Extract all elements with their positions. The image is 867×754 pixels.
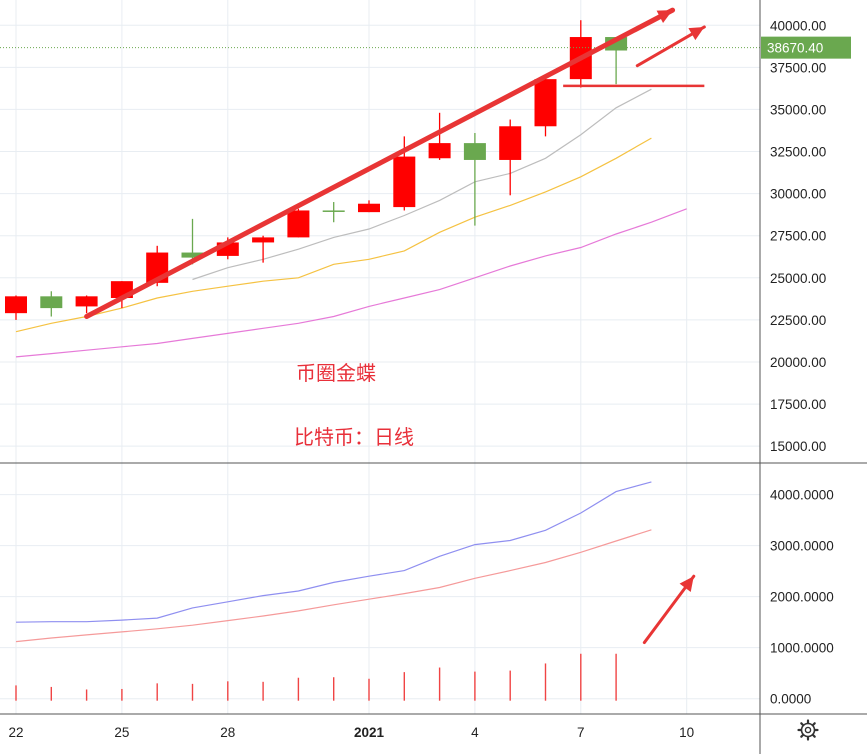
indicator-axis-label: 4000.0000: [770, 488, 834, 503]
candle-body: [40, 296, 63, 309]
moving-average-line: [15, 208, 687, 358]
candle-body: [181, 252, 204, 258]
price-axis-label: 32500.00: [770, 145, 826, 160]
indicator-arrow-head: [679, 576, 694, 592]
grid-lines: [0, 0, 760, 714]
price-axis-label: 30000.00: [770, 187, 826, 202]
breakout-arrow-head: [688, 26, 705, 41]
price-axis-label: 37500.00: [770, 60, 826, 75]
last-price-value: 38670.40: [767, 41, 823, 56]
trend-arrow-head: [656, 10, 673, 23]
indicator-axis-label: 3000.0000: [770, 539, 834, 554]
indicator-axis-label: 2000.0000: [770, 590, 834, 605]
candle-body: [287, 210, 310, 238]
candle-body: [252, 237, 275, 243]
date-axis-label: 10: [679, 725, 694, 740]
indicator-line: [15, 529, 652, 643]
candle-body: [534, 79, 557, 127]
indicator-line: [15, 481, 652, 623]
drawing-markup: [84, 7, 706, 645]
candle-body: [358, 203, 380, 213]
price-panel: 38670.40: [0, 20, 851, 358]
watermark-text: 币圈金蝶: [296, 362, 376, 385]
indicator-axis-label: 0.0000: [770, 692, 811, 707]
last-price-tag: [761, 36, 851, 59]
date-axis-label: 7: [577, 725, 585, 740]
indicator-axis-label: 1000.0000: [770, 641, 834, 656]
price-axis-label: 40000.00: [770, 18, 826, 33]
candle-body: [499, 126, 522, 160]
moving-average-line: [192, 88, 652, 281]
price-axis-label: 15000.00: [770, 439, 826, 454]
candle-body: [463, 143, 486, 160]
price-axis-label: 17500.00: [770, 397, 826, 412]
price-axis-label: 27500.00: [770, 229, 826, 244]
candle-body: [5, 296, 27, 314]
date-axis-label: 25: [114, 725, 129, 740]
candle-body: [428, 143, 451, 159]
price-axis-label: 20000.00: [770, 355, 826, 370]
candle-body: [75, 296, 98, 307]
date-axis-label: 4: [471, 725, 479, 740]
trend-arrow: [84, 7, 676, 320]
price-axis-label: 35000.00: [770, 102, 826, 117]
date-axis-label: 28: [220, 725, 235, 740]
date-axis-label: 2021: [354, 725, 385, 740]
gear-icon[interactable]: [797, 719, 819, 741]
candle-body: [322, 210, 345, 212]
chart-caption: 比特币：日线: [294, 426, 414, 449]
candle-body: [393, 156, 416, 208]
indicator-panel: [15, 481, 652, 701]
price-axis-label: 22500.00: [770, 313, 826, 328]
price-axis-label: 25000.00: [770, 271, 826, 286]
date-axis-label: 22: [8, 725, 23, 740]
